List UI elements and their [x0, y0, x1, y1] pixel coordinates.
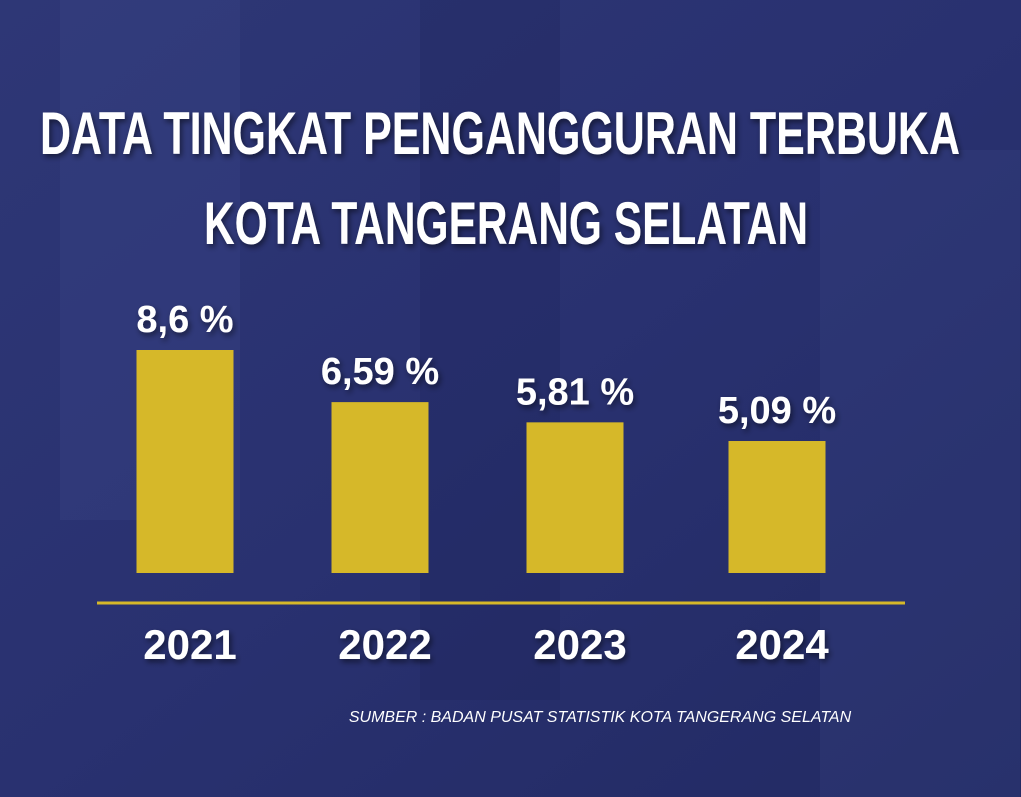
background-shape: [820, 150, 1020, 797]
bar: [526, 422, 624, 573]
chart-title: DATA TINGKAT PENGANGGURAN TERBUKA: [40, 100, 960, 167]
bar: [728, 441, 826, 573]
value-label: 5,09 %: [718, 390, 836, 432]
value-label: 8,6 %: [136, 299, 233, 341]
value-label: 5,81 %: [516, 371, 634, 413]
background-shape: [420, 0, 560, 700]
bar: [331, 402, 429, 573]
value-label: 6,59 %: [321, 351, 439, 393]
chart-title: KOTA TANGERANG SELATAN: [204, 190, 808, 257]
source-note: SUMBER : BADAN PUSAT STATISTIK KOTA TANG…: [349, 709, 852, 726]
bar: [136, 350, 234, 573]
x-tick-label: 2021: [143, 621, 236, 668]
x-tick-label: 2024: [735, 621, 829, 668]
x-tick-label: 2022: [338, 621, 431, 668]
x-tick-label: 2023: [533, 621, 626, 668]
